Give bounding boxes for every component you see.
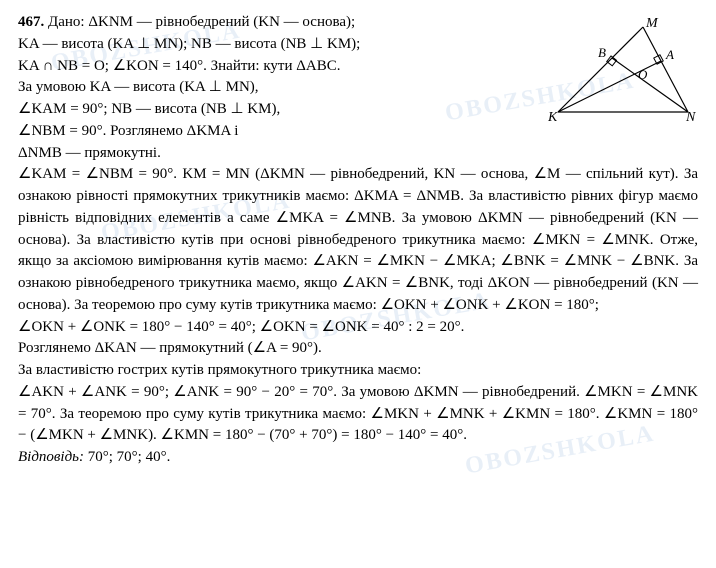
text-line: ∠KAM = 90°; NB — висота (NB ⊥ KM), <box>18 101 280 117</box>
answer-label: Відповідь: <box>18 449 84 465</box>
text-line: ∠KAM = ∠NBM = 90°. KM = MN (ΔKMN — рівно… <box>18 166 698 313</box>
vertex-N-label: N <box>685 110 696 125</box>
text-line: KA — висота (KA ⊥ MN); NB — висота (NB ⊥… <box>18 36 360 52</box>
text-line: За властивістю гострих кутів прямокутног… <box>18 362 421 378</box>
problem-number: 467. <box>18 14 44 30</box>
vertex-A-label: A <box>665 47 674 62</box>
vertex-B-label: B <box>598 45 606 60</box>
text-line: ∠OKN + ∠ONK = 180° − 140° = 40°; ∠OKN = … <box>18 319 464 335</box>
vertex-M-label: M <box>645 17 659 31</box>
answer-value: 70°; 70°; 40°. <box>84 449 170 465</box>
text-line: ΔNMB — прямокутні. <box>18 145 161 161</box>
text-line: Дано: ΔKNM — рівнобедрений (KN — основа)… <box>48 14 355 30</box>
text-line: ∠NBM = 90°. Розглянемо ΔKMA і <box>18 123 238 139</box>
text-line: За умовою KA — висота (KA ⊥ MN), <box>18 79 259 95</box>
text-line: Розглянемо ΔKAN — прямокутний (∠A = 90°)… <box>18 340 322 356</box>
triangle-diagram: M K N B A O <box>548 17 698 127</box>
problem-content: M K N B A O 467. Дано: ΔKNM — рівнобедре… <box>18 12 698 469</box>
text-line: ∠AKN + ∠ANK = 90°; ∠ANK = 90° − 20° = 70… <box>18 384 698 444</box>
text-line: KA ∩ NB = O; ∠KON = 140°. Знайти: кути Δ… <box>18 58 341 74</box>
vertex-K-label: K <box>548 110 558 125</box>
vertex-O-label: O <box>638 67 648 82</box>
